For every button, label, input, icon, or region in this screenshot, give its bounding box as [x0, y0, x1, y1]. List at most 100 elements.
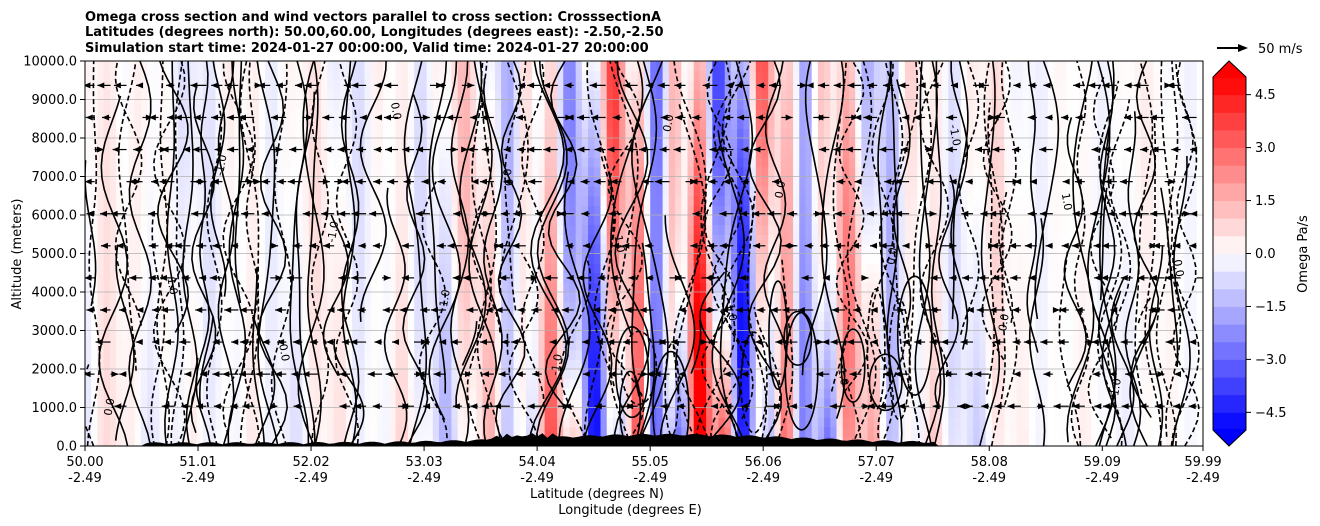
omega-cell — [246, 205, 254, 216]
omega-cell — [569, 234, 577, 245]
omega-cell — [780, 118, 788, 129]
omega-cell — [134, 340, 142, 351]
omega-cell — [401, 407, 409, 418]
omega-cell — [352, 205, 359, 216]
omega-cell — [457, 186, 465, 197]
omega-cell — [606, 349, 614, 360]
omega-cell — [184, 205, 192, 216]
omega-cell — [190, 417, 198, 428]
omega-cell — [855, 118, 862, 129]
omega-cell — [252, 330, 260, 341]
omega-cell — [159, 282, 167, 293]
omega-cell — [134, 234, 142, 245]
omega-cell — [637, 61, 645, 72]
omega-cell — [780, 61, 788, 72]
omega-cell — [768, 195, 776, 206]
omega-cell — [625, 388, 633, 399]
omega-cell — [681, 320, 689, 332]
omega-cell — [824, 426, 831, 437]
omega-cell — [687, 118, 695, 129]
omega-cell — [693, 195, 701, 206]
omega-cell — [414, 61, 421, 72]
omega-cell — [799, 186, 807, 197]
omega-cell — [116, 243, 123, 255]
omega-cell — [494, 292, 502, 303]
omega-cell — [171, 166, 179, 178]
omega-cell — [370, 263, 378, 274]
omega-cell — [724, 234, 732, 245]
omega-cell — [116, 301, 123, 312]
omega-cell — [283, 176, 291, 187]
omega-cell — [439, 417, 446, 428]
omega-cell — [296, 166, 303, 178]
omega-cell — [600, 234, 608, 245]
omega-cell — [569, 359, 577, 370]
omega-cell — [724, 282, 732, 293]
omega-cell — [780, 80, 788, 91]
omega-cell — [345, 186, 353, 197]
omega-cell — [625, 61, 633, 72]
omega-cell — [407, 215, 415, 226]
omega-cell — [246, 253, 254, 264]
omega-cell — [147, 166, 154, 178]
omega-cell — [606, 80, 614, 91]
omega-cell — [538, 407, 546, 418]
omega-cell — [824, 234, 831, 245]
omega-cell — [563, 224, 571, 235]
omega-cell — [730, 147, 738, 158]
omega-cell — [799, 205, 807, 216]
omega-cell — [395, 340, 403, 351]
omega-cell — [395, 417, 403, 428]
omega-cell — [327, 186, 335, 197]
omega-cell — [116, 388, 123, 399]
omega-cell — [296, 128, 303, 139]
omega-cell — [227, 70, 235, 81]
omega-cell — [457, 388, 465, 399]
omega-cell — [588, 388, 595, 399]
omega-cell — [557, 80, 564, 91]
omega-cell — [321, 397, 328, 409]
omega-cell — [625, 349, 633, 360]
omega-cell — [737, 349, 744, 360]
omega-cell — [265, 417, 272, 428]
omega-cell — [321, 311, 328, 322]
omega-cell — [327, 109, 335, 120]
omega-cell — [439, 407, 446, 418]
omega-cell — [209, 330, 217, 341]
omega-cell — [848, 417, 856, 428]
omega-cell — [712, 99, 720, 110]
omega-cell — [203, 397, 210, 409]
omega-cell — [675, 215, 682, 226]
omega-cell — [153, 378, 161, 389]
omega-cell — [532, 157, 540, 168]
omega-cell — [333, 128, 341, 139]
omega-cell — [712, 388, 720, 399]
omega-cell — [743, 99, 751, 110]
omega-cell — [588, 417, 595, 428]
omega-cell — [855, 253, 862, 264]
omega-cell — [234, 176, 241, 187]
omega-cell — [588, 186, 595, 197]
omega-cell — [581, 186, 589, 197]
omega-cell — [494, 166, 502, 178]
omega-cell — [147, 311, 154, 322]
omega-cell — [662, 99, 670, 110]
omega-cell — [494, 349, 502, 360]
omega-cell — [333, 195, 341, 206]
omega-cell — [190, 147, 198, 158]
omega-cell — [215, 349, 223, 360]
omega-cell — [581, 301, 589, 312]
omega-cell — [544, 253, 552, 264]
omega-cell — [525, 417, 533, 428]
omega-cell — [414, 407, 421, 418]
omega-cell — [302, 263, 310, 274]
omega-cell — [333, 436, 341, 446]
omega-cell — [439, 99, 446, 110]
omega-cell — [221, 215, 229, 226]
omega-cell — [395, 118, 403, 129]
omega-cell — [581, 128, 589, 139]
omega-cell — [805, 99, 813, 110]
omega-cell — [321, 70, 328, 81]
omega-cell — [755, 349, 763, 360]
omega-cell — [370, 61, 378, 72]
